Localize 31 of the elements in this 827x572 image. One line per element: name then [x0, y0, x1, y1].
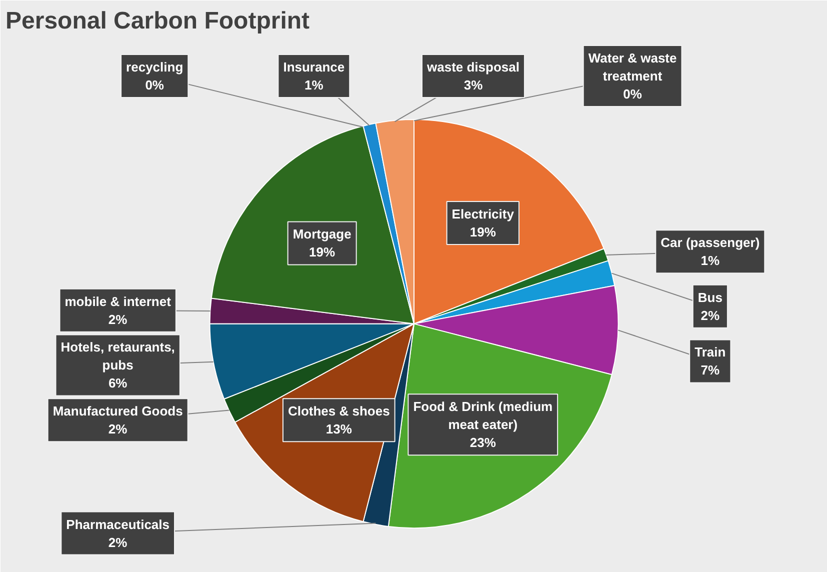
slice-label: Mortgage — [292, 226, 352, 242]
data-label: 7% — [700, 362, 720, 378]
slice-label: Train — [694, 344, 726, 360]
data-label: 3% — [464, 78, 484, 93]
data-label: 6% — [108, 376, 128, 391]
category-label: Water & waste treatment — [588, 50, 677, 84]
data-label: 23% — [470, 435, 496, 450]
slice-label: Insurance — [283, 60, 345, 75]
data-label: 13% — [326, 422, 352, 437]
data-label: 2% — [108, 534, 128, 550]
slice-label: Car (passenger) — [660, 235, 760, 250]
slice-label: mobile & internet — [64, 294, 172, 309]
data-label: 2% — [108, 422, 128, 437]
text: 0% — [145, 78, 164, 93]
data-label: 19% — [470, 224, 496, 240]
slice-label: Clothes & shoes — [288, 404, 390, 419]
slice-label: Food & Drink (medium meat eater) — [413, 399, 553, 432]
data-label: 1% — [700, 253, 720, 268]
slice-label: Electricity — [452, 206, 515, 222]
slice-label: Bus — [698, 290, 722, 305]
text: 0% — [623, 86, 642, 102]
slice-label: Pharmaceuticals — [66, 516, 170, 532]
category-label: recycling — [126, 60, 184, 75]
data-label: 2% — [108, 312, 128, 327]
slice-label: waste disposal — [426, 60, 520, 75]
slice-label: Manufactured Goods — [52, 404, 183, 419]
chart-title: Personal Carbon Footprint — [6, 8, 310, 34]
data-label: 1% — [304, 78, 324, 93]
data-label: 2% — [700, 308, 720, 323]
data-label: 19% — [309, 244, 336, 260]
slice-label: Hotels, retaurants, pubs — [60, 340, 175, 373]
